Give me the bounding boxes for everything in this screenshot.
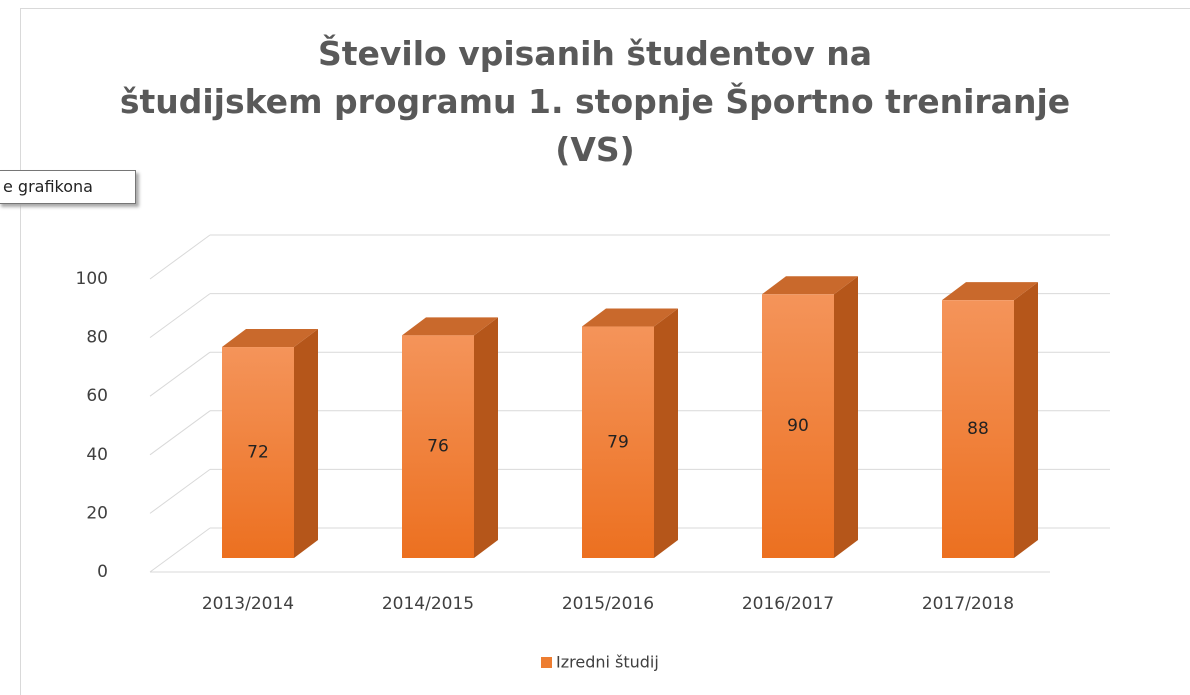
bar xyxy=(402,335,474,558)
tooltip: e grafikona xyxy=(0,170,136,204)
bar-side xyxy=(294,329,318,558)
grid-diagonal xyxy=(149,527,211,573)
data-label: 90 xyxy=(787,416,809,436)
legend-swatch xyxy=(541,657,552,668)
legend-label: Izredni študij xyxy=(556,653,659,672)
grid-diagonal xyxy=(149,293,211,339)
y-tick-label: 40 xyxy=(86,445,108,465)
x-tick-label: 2013/2014 xyxy=(202,594,294,614)
y-tick-label: 60 xyxy=(86,386,108,406)
chart-title: Število vpisanih študentov na študijskem… xyxy=(119,34,1071,169)
data-label: 76 xyxy=(427,437,449,457)
bar xyxy=(942,300,1014,558)
y-tick-label: 20 xyxy=(86,503,108,523)
bar-side xyxy=(474,317,498,558)
bar-top xyxy=(762,276,858,295)
bar-top xyxy=(942,282,1038,301)
y-tick-label: 0 xyxy=(97,562,108,582)
bar-side xyxy=(1014,282,1038,558)
y-tick-label: 100 xyxy=(76,269,108,289)
data-label: 72 xyxy=(247,443,269,463)
x-tick-label: 2017/2018 xyxy=(922,594,1014,614)
grid-diagonal xyxy=(149,468,211,514)
bar-top xyxy=(582,308,678,327)
grid-diagonal xyxy=(149,410,211,456)
bar-top xyxy=(222,329,318,348)
data-label: 79 xyxy=(607,432,629,452)
x-tick-label: 2015/2016 xyxy=(562,594,654,614)
bar xyxy=(762,294,834,558)
bar-side xyxy=(834,276,858,558)
x-tick-label: 2016/2017 xyxy=(742,594,834,614)
bar-top xyxy=(402,317,498,336)
x-tick-label: 2014/2015 xyxy=(382,594,474,614)
bar xyxy=(582,326,654,558)
grid-diagonal xyxy=(149,351,211,397)
chart-area xyxy=(20,8,1190,695)
grid-diagonal xyxy=(149,234,211,280)
y-tick-label: 80 xyxy=(86,328,108,348)
bar-side xyxy=(654,308,678,558)
bar xyxy=(222,347,294,558)
data-label: 88 xyxy=(967,419,989,439)
